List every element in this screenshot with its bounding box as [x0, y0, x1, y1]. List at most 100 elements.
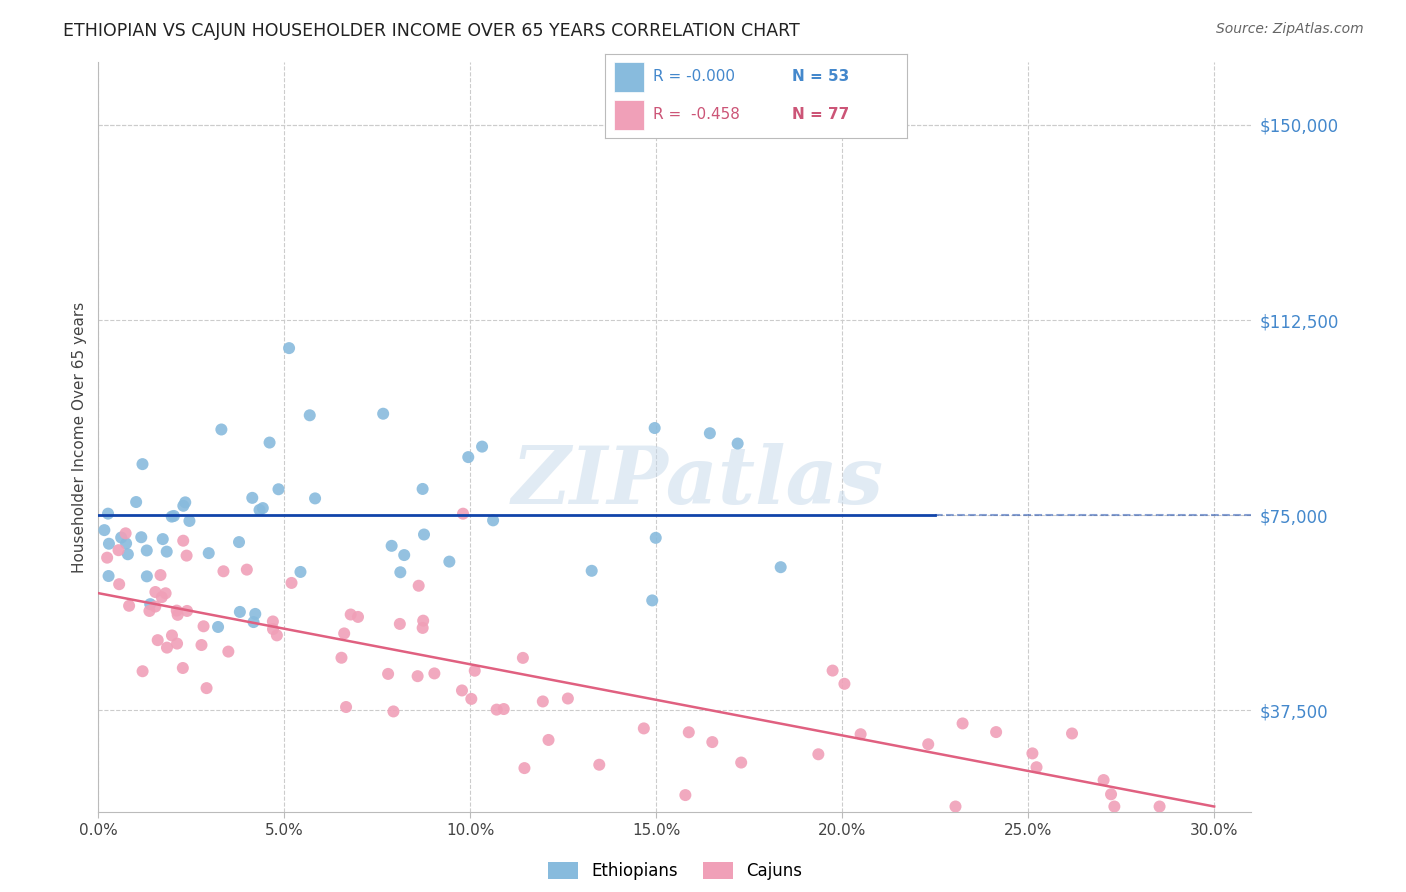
- Ethiopians: [373, 407, 395, 421]
- Cajuns: [335, 700, 357, 714]
- Cajuns: [917, 737, 939, 751]
- Cajuns: [193, 619, 215, 633]
- Text: N = 77: N = 77: [792, 107, 849, 122]
- Ethiopians: [160, 509, 183, 524]
- Cajuns: [156, 640, 179, 655]
- Ethiopians: [174, 495, 197, 509]
- Cajuns: [412, 614, 434, 628]
- Cajuns: [702, 735, 724, 749]
- Ethiopians: [125, 495, 148, 509]
- Cajuns: [1092, 773, 1115, 788]
- Ethiopians: [267, 482, 290, 496]
- Cajuns: [266, 628, 288, 642]
- Ethiopians: [242, 615, 264, 629]
- Cajuns: [280, 576, 302, 591]
- Cajuns: [557, 691, 579, 706]
- Ethiopians: [412, 482, 434, 496]
- Ethiopians: [389, 566, 412, 580]
- Ethiopians: [245, 607, 267, 621]
- Cajuns: [945, 799, 967, 814]
- Cajuns: [166, 636, 188, 650]
- Ethiopians: [97, 569, 120, 583]
- Cajuns: [807, 747, 830, 762]
- Cajuns: [160, 628, 183, 642]
- Ethiopians: [97, 537, 120, 551]
- Text: R =  -0.458: R = -0.458: [652, 107, 740, 122]
- Ethiopians: [439, 555, 461, 569]
- Cajuns: [464, 664, 486, 678]
- Ethiopians: [240, 491, 263, 505]
- Ethiopians: [197, 546, 219, 560]
- Ethiopians: [93, 523, 115, 537]
- Cajuns: [1060, 726, 1083, 740]
- Cajuns: [388, 616, 411, 631]
- Cajuns: [172, 661, 194, 675]
- Cajuns: [673, 788, 696, 802]
- Y-axis label: Householder Income Over 65 years: Householder Income Over 65 years: [72, 301, 87, 573]
- Cajuns: [217, 644, 239, 658]
- Cajuns: [377, 667, 399, 681]
- Cajuns: [96, 550, 118, 565]
- Cajuns: [176, 549, 198, 563]
- Ethiopians: [110, 531, 132, 545]
- Ethiopians: [769, 560, 792, 574]
- Cajuns: [339, 607, 361, 622]
- Ethiopians: [581, 564, 603, 578]
- Ethiopians: [228, 535, 250, 549]
- Cajuns: [146, 633, 169, 648]
- Cajuns: [633, 722, 655, 736]
- Ethiopians: [115, 536, 138, 550]
- Cajuns: [849, 727, 872, 741]
- Text: ETHIOPIAN VS CAJUN HOUSEHOLDER INCOME OVER 65 YEARS CORRELATION CHART: ETHIOPIAN VS CAJUN HOUSEHOLDER INCOME OV…: [63, 22, 800, 40]
- Cajuns: [1025, 760, 1047, 774]
- Ethiopians: [97, 507, 120, 521]
- Cajuns: [678, 725, 700, 739]
- Cajuns: [145, 585, 167, 599]
- Cajuns: [143, 599, 166, 614]
- Cajuns: [108, 577, 131, 591]
- Cajuns: [114, 526, 136, 541]
- Cajuns: [821, 664, 844, 678]
- Cajuns: [150, 590, 173, 604]
- Cajuns: [212, 564, 235, 578]
- Ethiopians: [644, 531, 666, 545]
- Ethiopians: [135, 543, 157, 558]
- Cajuns: [531, 694, 554, 708]
- Ethiopians: [381, 539, 404, 553]
- Cajuns: [330, 650, 353, 665]
- Cajuns: [492, 702, 515, 716]
- Ethiopians: [482, 513, 505, 527]
- Cajuns: [107, 543, 129, 558]
- Cajuns: [190, 638, 212, 652]
- Ethiopians: [298, 409, 321, 423]
- Ethiopians: [471, 440, 494, 454]
- Ethiopians: [129, 530, 152, 544]
- Ethiopians: [249, 503, 271, 517]
- Bar: [613, 62, 644, 92]
- Text: N = 53: N = 53: [792, 70, 849, 85]
- Ethiopians: [229, 605, 252, 619]
- Cajuns: [834, 677, 856, 691]
- Cajuns: [149, 568, 172, 582]
- Ethiopians: [457, 450, 479, 464]
- Cajuns: [1104, 799, 1126, 814]
- Cajuns: [423, 666, 446, 681]
- Cajuns: [262, 622, 284, 636]
- Cajuns: [138, 604, 160, 618]
- Cajuns: [333, 626, 356, 640]
- Ethiopians: [278, 341, 301, 355]
- Cajuns: [952, 716, 974, 731]
- Ethiopians: [699, 426, 721, 441]
- Cajuns: [485, 703, 508, 717]
- Ethiopians: [117, 547, 139, 561]
- Cajuns: [172, 533, 194, 548]
- Cajuns: [236, 563, 259, 577]
- Cajuns: [166, 604, 188, 618]
- Ethiopians: [172, 499, 194, 513]
- Ethiopians: [156, 544, 179, 558]
- Ethiopians: [252, 501, 274, 516]
- Cajuns: [537, 733, 560, 747]
- Cajuns: [451, 683, 474, 698]
- Cajuns: [408, 579, 430, 593]
- Cajuns: [131, 665, 153, 679]
